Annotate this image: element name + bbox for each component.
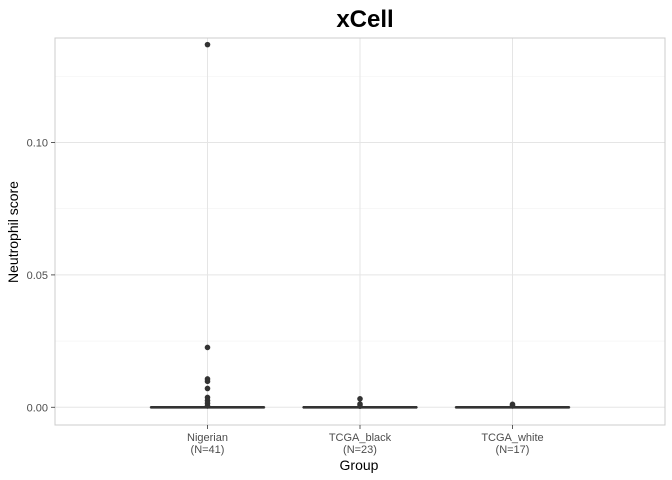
outlier-point [204,344,211,351]
outlier-point [509,403,516,409]
y-tick-label: 0.10 [27,138,48,150]
x-axis: Nigerian(N=41) TCGA_black(N=23) TCGA_white… [187,425,544,456]
x-tick-sublabel: (N=41) [191,444,225,456]
outlier-point [204,385,211,392]
x-tick-label: TCGA_black [329,432,392,444]
outlier-point [357,395,363,402]
y-tick-label: 0.00 [27,402,48,414]
x-tick-sublabel: (N=17) [496,444,530,456]
outlier-point [357,403,363,410]
outlier-point [204,403,211,409]
y-axis: 0.00 0.05 0.10 [27,138,55,414]
y-tick-label: 0.05 [27,270,48,282]
x-tick-label: TCGA_white [481,432,543,444]
x-axis-title: Group [340,457,379,473]
x-tick-label: Nigerian [187,432,228,444]
chart-title: xCell [336,6,393,33]
grid-lines [55,38,665,425]
outlier-point [204,41,211,48]
outlier-point [204,378,211,385]
box-series [149,41,571,410]
y-axis-title: Neutrophil score [5,181,21,283]
x-tick-sublabel: (N=23) [343,444,377,456]
